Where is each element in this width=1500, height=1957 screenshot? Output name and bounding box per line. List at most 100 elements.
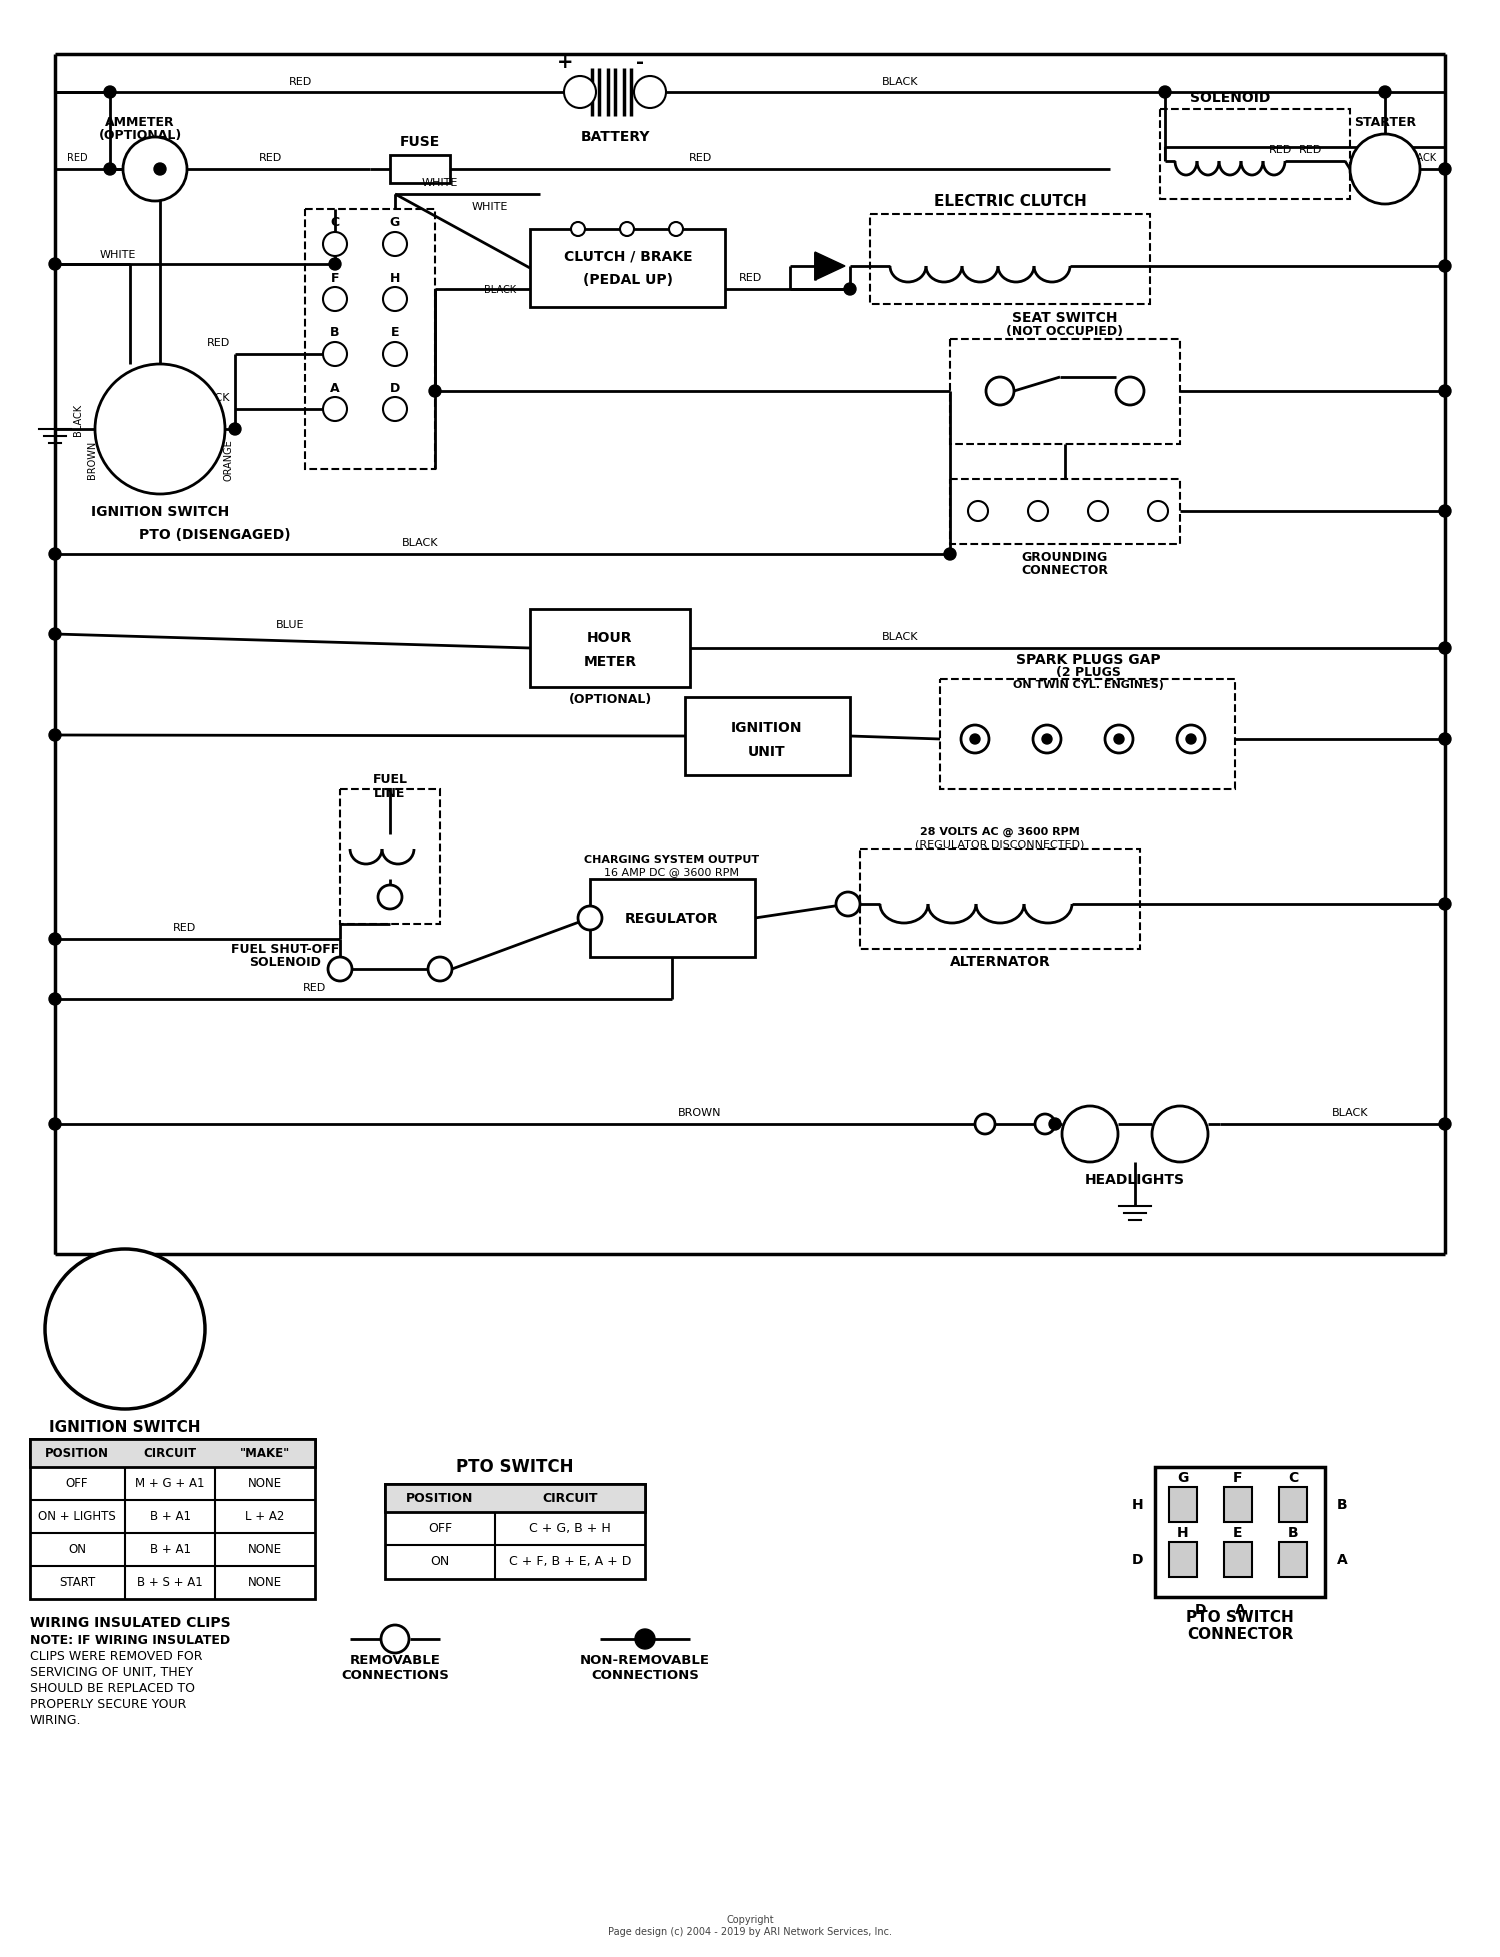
Text: NONE: NONE [248,1478,282,1489]
Text: S: S [53,1301,62,1317]
Text: L + A2: L + A2 [246,1509,285,1523]
Bar [950,479,1180,544]
Circle shape [1152,1106,1208,1162]
Text: RED: RED [1269,145,1292,155]
Text: OFF: OFF [427,1523,451,1534]
Circle shape [382,342,406,366]
Text: A2: A2 [196,446,213,456]
Text: BLACK: BLACK [882,76,918,86]
Text: WIRING.: WIRING. [30,1712,81,1726]
Bar [30,1438,315,1468]
Text: G: G [87,1264,99,1278]
Text: CONNECTOR: CONNECTOR [1022,564,1108,577]
Text: NOTE: IF WIRING INSULATED: NOTE: IF WIRING INSULATED [30,1634,230,1646]
Circle shape [104,164,116,176]
Bar [386,1483,645,1579]
Circle shape [1438,642,1450,656]
Circle shape [578,906,602,930]
Text: ON TWIN CYL. ENGINES): ON TWIN CYL. ENGINES) [1013,679,1164,689]
Bar [1168,1542,1197,1577]
Text: NON-REMOVABLE
CONNECTIONS: NON-REMOVABLE CONNECTIONS [580,1654,710,1681]
Text: M + G + A1: M + G + A1 [135,1478,204,1489]
Text: B: B [330,327,339,339]
Text: B + A1: B + A1 [150,1542,190,1556]
Text: G: G [1178,1470,1188,1483]
Text: B: B [1336,1497,1347,1511]
Bar [80,1335,98,1360]
Circle shape [429,386,441,397]
Circle shape [94,364,225,495]
Text: 28 VOLTS AC @ 3600 RPM: 28 VOLTS AC @ 3600 RPM [920,826,1080,838]
Bar [940,679,1234,789]
Text: C: C [330,215,339,229]
Text: A: A [1234,1603,1245,1616]
Text: BLUE: BLUE [276,620,304,630]
Text: "MAKE": "MAKE" [240,1446,290,1460]
Circle shape [1438,386,1450,397]
Circle shape [1028,501,1048,523]
Text: PTO SWITCH
CONNECTOR: PTO SWITCH CONNECTOR [1186,1609,1294,1642]
Bar [304,209,435,470]
Text: A₂: A₂ [180,1317,195,1331]
Circle shape [1035,1114,1054,1135]
Bar [30,1438,315,1599]
Circle shape [944,548,956,562]
Text: LINE: LINE [375,787,405,800]
Bar [386,1483,645,1513]
Bar [590,879,754,957]
Circle shape [1186,734,1196,744]
Circle shape [1438,734,1450,746]
Text: WHITE: WHITE [472,202,508,211]
Circle shape [322,342,346,366]
Bar [1224,1487,1252,1523]
Circle shape [50,628,62,640]
Text: BLACK: BLACK [74,403,82,436]
Circle shape [634,76,666,110]
Bar [686,697,850,775]
Circle shape [50,1119,62,1131]
Text: UNIT: UNIT [748,744,786,759]
Text: FUEL SHUT-OFF: FUEL SHUT-OFF [231,943,339,957]
Circle shape [1438,898,1450,910]
Text: L: L [111,1260,120,1274]
Bar [1280,1542,1306,1577]
Text: CHARGING SYSTEM OUTPUT: CHARGING SYSTEM OUTPUT [585,855,759,865]
Text: FUSE: FUSE [400,135,439,149]
Text: BLACK: BLACK [1332,1108,1368,1117]
Text: RED: RED [174,922,196,933]
Circle shape [968,501,988,523]
Text: RED: RED [288,76,312,86]
Text: S: S [164,395,172,409]
Circle shape [322,233,346,256]
Text: A₁: A₁ [135,1266,150,1280]
Circle shape [104,86,116,100]
Circle shape [564,76,596,110]
Text: CLIPS WERE REMOVED FOR: CLIPS WERE REMOVED FOR [30,1650,202,1661]
Bar [153,1335,170,1360]
Text: H: H [390,272,400,284]
Circle shape [381,1624,410,1654]
Circle shape [1438,260,1450,272]
Text: BLACK: BLACK [402,538,438,548]
Text: (REGULATOR DISCONNECTED): (REGULATOR DISCONNECTED) [915,840,1084,849]
Text: G: G [390,215,400,229]
Text: B: B [120,1384,130,1399]
Text: (2 PLUGS: (2 PLUGS [1056,665,1120,679]
Text: BLACK: BLACK [1404,153,1435,162]
Text: L: L [116,446,124,458]
Text: START: START [58,1575,94,1589]
Text: RED: RED [688,153,711,162]
Bar [1168,1487,1197,1523]
Text: RED: RED [258,153,282,162]
Circle shape [328,258,340,270]
Text: ON: ON [430,1554,450,1568]
Circle shape [50,730,62,742]
Text: A1: A1 [196,425,213,434]
Circle shape [123,137,188,202]
Circle shape [1148,501,1168,523]
Circle shape [50,994,62,1006]
Text: Copyright: Copyright [726,1914,774,1924]
Text: Page design (c) 2004 - 2019 by ARI Network Services, Inc.: Page design (c) 2004 - 2019 by ARI Netwo… [608,1926,892,1935]
Circle shape [1378,86,1390,100]
Bar [530,611,690,687]
